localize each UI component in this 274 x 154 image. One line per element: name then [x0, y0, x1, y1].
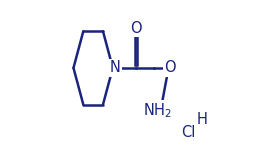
Text: O: O — [164, 60, 175, 75]
Text: NH$_2$: NH$_2$ — [143, 101, 172, 120]
Text: O: O — [130, 21, 142, 36]
Text: H: H — [196, 112, 207, 127]
Text: Cl: Cl — [181, 126, 196, 140]
Text: N: N — [110, 60, 121, 75]
